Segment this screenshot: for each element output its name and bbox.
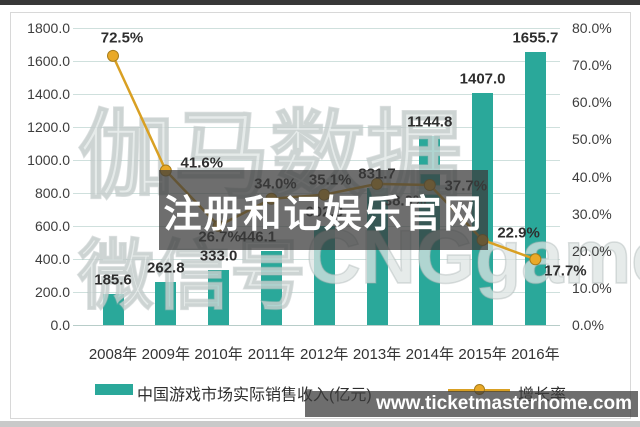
bar-value-label: 1144.8: [407, 113, 453, 131]
left-axis-tick: 800.0: [34, 185, 70, 201]
bottom-border-strip: [0, 421, 640, 427]
right-axis-tick: 50.0%: [572, 131, 612, 148]
left-axis-tick: 0.0: [50, 317, 70, 333]
right-axis-tick: 10.0%: [572, 279, 612, 296]
x-axis-label: 2015年: [458, 346, 507, 363]
left-axis-tick: 1800.0: [27, 20, 70, 36]
right-axis-tick: 70.0%: [572, 57, 612, 74]
right-axis-tick: 40.0%: [572, 168, 612, 185]
bar-value-label: 262.8: [147, 259, 185, 277]
left-axis-tick: 1600.0: [27, 53, 70, 69]
left-axis-tick: 1000.0: [27, 152, 70, 168]
revenue-bar: [208, 270, 230, 325]
left-axis-tick: 1200.0: [27, 119, 70, 135]
site-url-text: www.ticketmasterhome.com: [376, 393, 632, 414]
top-border-strip: [0, 0, 640, 5]
revenue-bar: [260, 251, 282, 325]
bar-value-label: 1407.0: [459, 70, 506, 88]
right-axis-tick: 60.0%: [572, 94, 612, 111]
left-axis-tick: 200.0: [34, 284, 70, 300]
revenue-bar: [102, 294, 124, 325]
x-axis-label: 2012年: [300, 346, 349, 363]
x-axis-label: 2009年: [141, 346, 190, 363]
growth-value-label: 41.6%: [180, 154, 224, 172]
x-axis-label: 2008年: [88, 346, 138, 363]
right-axis-tick: 80.0%: [572, 20, 612, 36]
revenue-bar: [524, 51, 546, 325]
bar-value-label: 1655.7: [512, 29, 559, 47]
right-axis-tick: 0.0%: [572, 317, 604, 333]
center-watermark-text: 注册和记娱乐官网: [163, 193, 484, 236]
left-axis-tick: 1400.0: [27, 86, 70, 102]
growth-value-label: 72.5%: [100, 29, 144, 47]
growth-value-label: 17.7%: [544, 262, 587, 280]
left-axis-tick: 400.0: [34, 251, 70, 267]
bar-value-label: 185.6: [94, 271, 132, 289]
gridline: [73, 28, 560, 29]
legend-bar-swatch: [95, 384, 133, 395]
x-axis-label: 2016年: [511, 346, 560, 363]
center-watermark-overlay: 注册和记娱乐官网: [159, 170, 488, 250]
x-axis-label: 2014年: [405, 346, 454, 363]
x-axis-label: 2013年: [352, 346, 402, 363]
right-axis-tick: 30.0%: [572, 205, 612, 222]
x-axis-label: 2010年: [194, 346, 243, 363]
left-axis-tick: 600.0: [34, 218, 70, 234]
right-axis-tick: 20.0%: [572, 242, 612, 259]
growth-value-label: 22.9%: [497, 224, 540, 242]
bar-value-label: 333.0: [199, 247, 238, 265]
x-axis-label: 2011年: [247, 346, 296, 363]
revenue-bar: [155, 281, 177, 325]
gridline: [73, 325, 560, 326]
bottom-site-overlay: www.ticketmasterhome.com: [305, 391, 638, 417]
gridline: [73, 61, 560, 62]
